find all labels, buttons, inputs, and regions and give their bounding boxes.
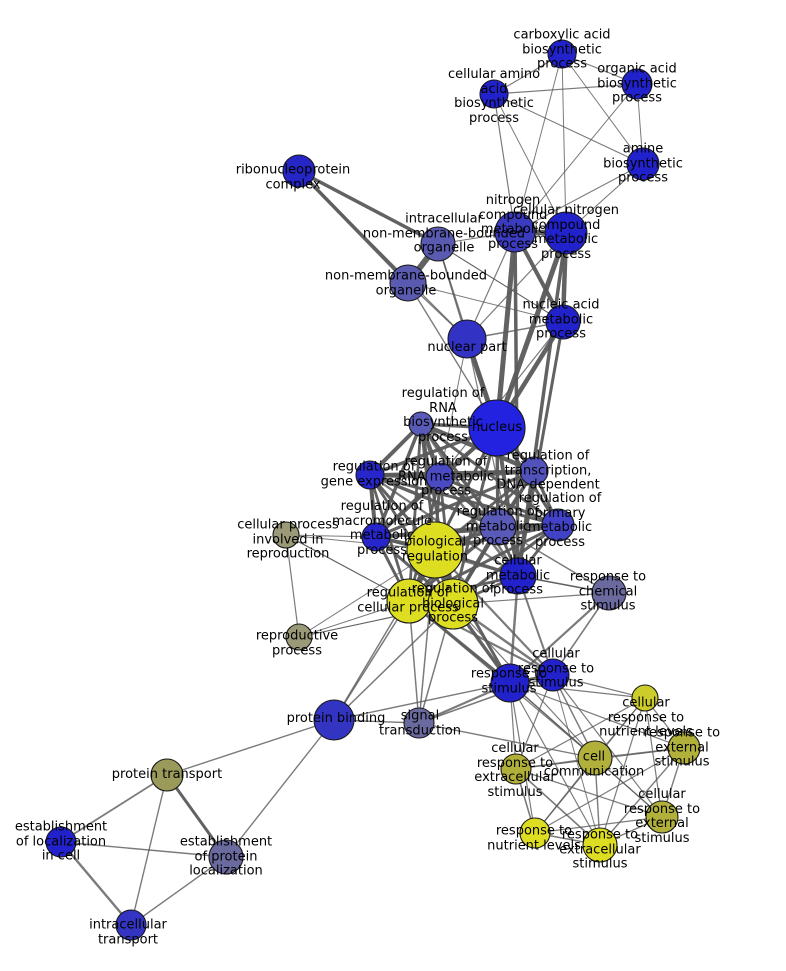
graph-edge — [407, 282, 564, 323]
graph-edge — [298, 170, 468, 340]
graph-node[interactable] — [468, 399, 526, 457]
graph-node[interactable] — [544, 211, 588, 255]
graph-edge — [515, 674, 554, 770]
graph-edge — [333, 549, 436, 721]
edges-layer — [60, 53, 685, 926]
graph-edge — [418, 722, 596, 759]
graph-edge — [493, 93, 567, 234]
graph-edge — [285, 534, 377, 538]
graph-node[interactable] — [313, 699, 355, 741]
graph-edge — [60, 774, 168, 843]
graph-edge — [534, 816, 663, 834]
graph-edge — [166, 719, 335, 776]
graph-node[interactable] — [427, 578, 479, 630]
graph-edge — [298, 169, 439, 246]
graph-edge — [561, 53, 644, 165]
graph-edge — [333, 603, 454, 721]
graph-edge — [333, 600, 410, 721]
graph-edge — [333, 682, 511, 721]
graph-node[interactable] — [577, 740, 613, 776]
graph-edge — [439, 475, 559, 527]
graph-edge — [60, 841, 132, 926]
graph-node[interactable] — [150, 758, 184, 792]
graph-node[interactable] — [272, 521, 300, 549]
graph-edge — [285, 534, 300, 638]
graph-edge — [452, 592, 610, 605]
graph-node[interactable] — [631, 684, 659, 712]
graph-edge — [514, 83, 638, 233]
graph-node[interactable] — [645, 800, 679, 834]
graph-edge — [509, 682, 646, 699]
graph-edge — [561, 53, 567, 234]
graph-edge — [434, 549, 554, 676]
graph-node[interactable] — [282, 154, 316, 188]
graph-node[interactable] — [389, 264, 427, 302]
graph-edge — [418, 549, 436, 724]
graph-node[interactable] — [420, 226, 456, 262]
graph-node[interactable] — [500, 753, 532, 785]
graph-edge — [375, 469, 535, 539]
graph-node[interactable] — [582, 827, 618, 863]
graph-node[interactable] — [479, 79, 509, 109]
graph-node[interactable] — [355, 460, 385, 490]
graph-edge — [130, 856, 227, 926]
graph-node[interactable] — [494, 211, 536, 253]
graph-edge — [493, 93, 644, 165]
graph-node[interactable] — [408, 411, 434, 437]
graph-edge — [497, 526, 610, 594]
graph-node[interactable] — [361, 522, 391, 552]
graph-node[interactable] — [490, 663, 530, 703]
graph-node[interactable] — [479, 508, 517, 546]
graph-node[interactable] — [425, 462, 455, 492]
graph-edge — [60, 841, 227, 858]
graph-edge — [644, 697, 663, 818]
graph-edge — [534, 747, 685, 834]
graph-node[interactable] — [519, 456, 549, 486]
graph-edge — [225, 719, 335, 858]
graph-node[interactable] — [626, 147, 660, 181]
graph-edge — [599, 747, 685, 846]
graph-edge — [494, 231, 518, 429]
graph-edge — [439, 321, 564, 478]
graph-edge — [493, 83, 638, 95]
graph-edge — [466, 232, 567, 340]
graph-node[interactable] — [208, 839, 244, 875]
graph-edge — [493, 93, 516, 233]
graph-edge — [509, 682, 685, 749]
graph-edge — [437, 243, 564, 323]
graph-node[interactable] — [519, 817, 551, 849]
graph-edge — [439, 468, 535, 480]
graph-node[interactable] — [541, 508, 575, 542]
graph-node[interactable] — [621, 68, 653, 100]
graph-edge — [599, 697, 646, 846]
graph-edge — [514, 163, 644, 233]
graph-edge — [494, 232, 569, 429]
graph-node[interactable] — [547, 39, 577, 69]
graph-edge — [514, 53, 563, 233]
graph-node[interactable] — [285, 623, 313, 651]
graph-edge — [515, 697, 646, 770]
graph-node[interactable] — [386, 578, 432, 624]
graph-node[interactable] — [545, 304, 581, 340]
graph-node[interactable] — [115, 909, 147, 941]
graph-edge — [513, 231, 520, 577]
graph-node[interactable] — [499, 557, 537, 595]
graph-node[interactable] — [591, 575, 627, 611]
graph-edge — [515, 768, 601, 846]
graph-edge — [515, 768, 663, 818]
graph-edge — [418, 674, 554, 724]
graph-edge — [509, 592, 610, 684]
graph-node[interactable] — [406, 521, 464, 579]
graph-node[interactable] — [403, 707, 435, 739]
graph-edge — [374, 475, 442, 539]
nodes-layer — [45, 39, 701, 941]
graph-node[interactable] — [536, 658, 570, 692]
graph-node[interactable] — [45, 826, 77, 858]
graph-node[interactable] — [447, 319, 487, 359]
graph-edge — [285, 534, 410, 602]
graph-edge — [407, 423, 423, 602]
graph-node[interactable] — [667, 731, 701, 765]
